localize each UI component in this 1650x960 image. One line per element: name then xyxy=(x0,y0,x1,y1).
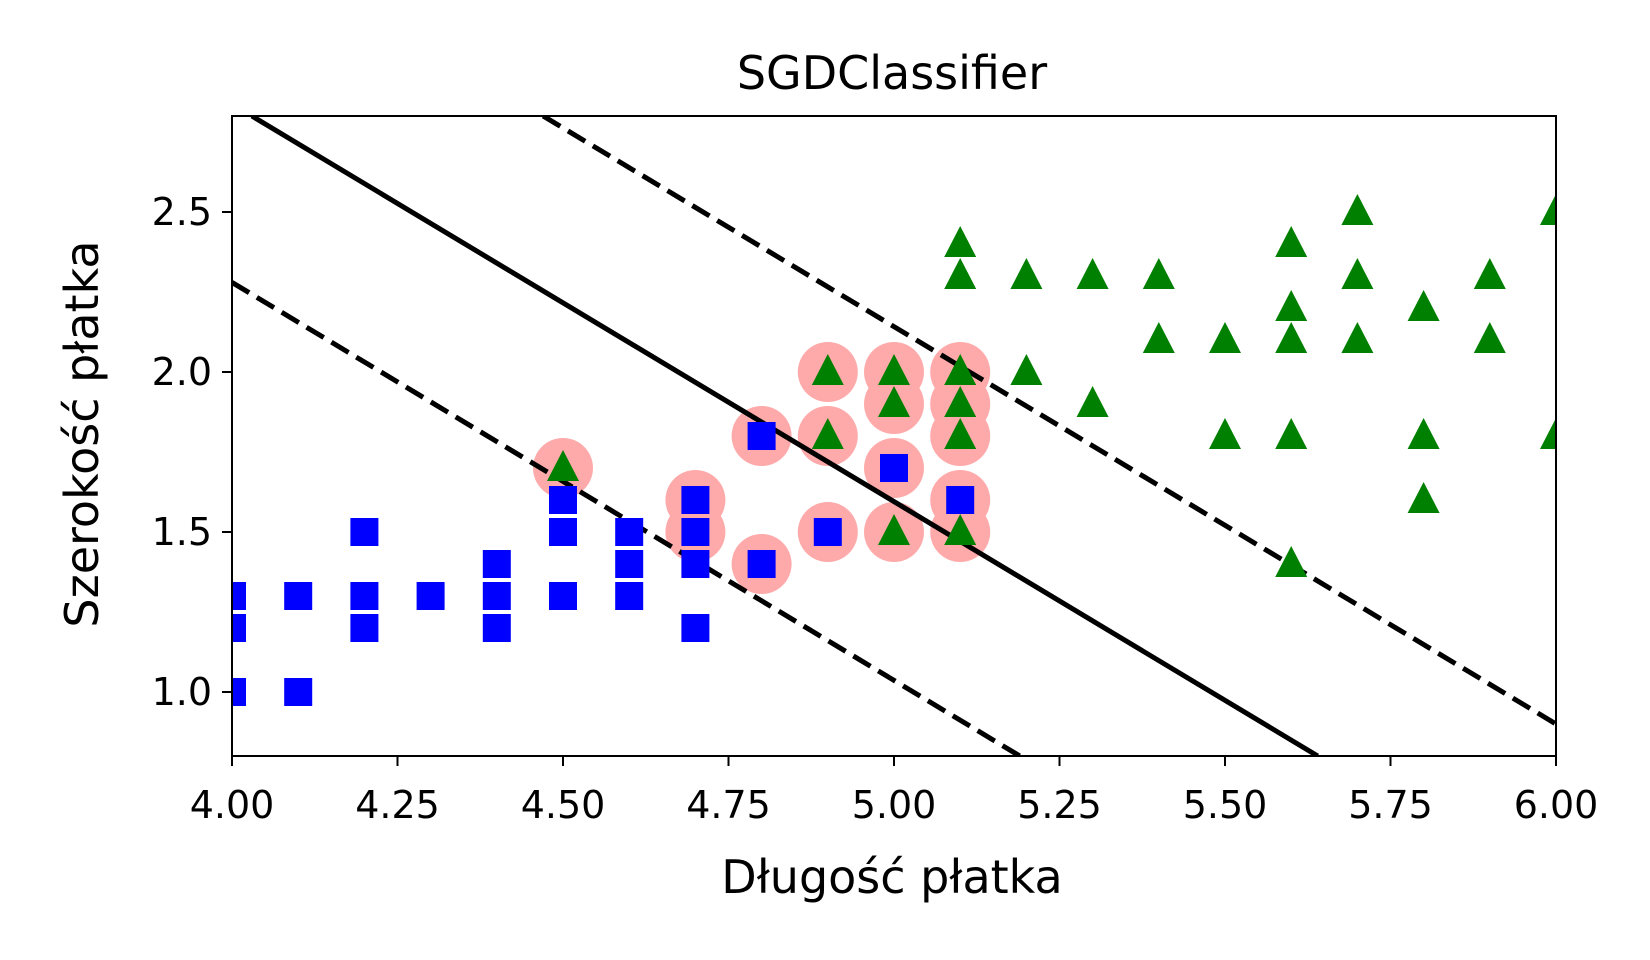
triangle-point xyxy=(1341,194,1374,225)
square-point xyxy=(482,582,511,610)
triangle-point xyxy=(878,514,910,545)
triangle-point xyxy=(1209,418,1241,449)
triangle-point xyxy=(1407,290,1440,321)
square-point xyxy=(681,550,710,578)
chart-title: SGDClassifier xyxy=(737,46,1047,100)
x-tick-label: 5.50 xyxy=(1183,783,1268,827)
square-point xyxy=(681,518,710,546)
triangle-point xyxy=(1407,418,1440,449)
square-point xyxy=(416,582,445,610)
triangle-point xyxy=(1407,482,1440,513)
triangle-point xyxy=(1076,386,1109,417)
triangle-point xyxy=(811,418,844,449)
decision-boundary-line xyxy=(250,116,1319,756)
x-tick-label: 4.25 xyxy=(355,783,440,827)
margin-line xyxy=(232,280,1022,756)
triangle-point xyxy=(1275,322,1308,353)
square-point xyxy=(615,550,644,578)
square-point xyxy=(681,614,710,642)
square-point xyxy=(232,614,246,642)
triangle-point xyxy=(878,354,910,385)
plot-area xyxy=(232,116,1556,756)
square-point xyxy=(880,454,908,482)
square-point xyxy=(284,582,313,610)
triangle-point xyxy=(944,226,977,257)
x-tick-label: 6.00 xyxy=(1514,783,1599,827)
square-point xyxy=(350,518,379,546)
triangle-point xyxy=(878,386,910,417)
square-point xyxy=(946,486,975,514)
triangle-point xyxy=(1010,354,1043,385)
triangle-point xyxy=(547,450,579,481)
triangle-point xyxy=(1275,290,1308,321)
triangle-point xyxy=(1209,322,1241,353)
square-point xyxy=(350,582,379,610)
square-point xyxy=(284,678,313,706)
y-tick-label: 1.0 xyxy=(152,670,212,714)
x-tick-label: 4.00 xyxy=(190,783,275,827)
square-point xyxy=(232,678,246,706)
triangle-point xyxy=(1540,194,1556,225)
triangle-point xyxy=(944,354,977,385)
square-point xyxy=(747,550,776,578)
triangle-point xyxy=(811,354,844,385)
square-point xyxy=(482,614,511,642)
square-point xyxy=(549,486,577,514)
y-tick-label: 2.0 xyxy=(152,350,212,394)
y-tick-label: 2.5 xyxy=(152,190,212,234)
square-point xyxy=(549,582,577,610)
square-point xyxy=(232,582,246,610)
square-point xyxy=(813,518,842,546)
triangle-point xyxy=(1275,546,1308,577)
triangle-point xyxy=(944,418,977,449)
triangle-point xyxy=(1142,322,1175,353)
x-tick-label: 4.75 xyxy=(686,783,771,827)
y-tick-label: 1.5 xyxy=(152,510,212,554)
margin-line xyxy=(541,116,1556,727)
triangle-point xyxy=(1275,418,1308,449)
square-point xyxy=(615,518,644,546)
square-point xyxy=(482,550,511,578)
x-tick-label: 5.75 xyxy=(1348,783,1433,827)
x-tick-label: 4.50 xyxy=(521,783,606,827)
y-axis-title: Szerokość płatka xyxy=(55,240,109,627)
square-point xyxy=(350,614,379,642)
square-point xyxy=(681,486,710,514)
square-point xyxy=(747,422,776,450)
triangle-point xyxy=(1540,418,1556,449)
triangle-point xyxy=(1473,322,1506,353)
triangle-point xyxy=(1010,258,1043,289)
x-tick-label: 5.00 xyxy=(852,783,937,827)
x-tick-label: 5.25 xyxy=(1017,783,1102,827)
square-point xyxy=(615,582,644,610)
triangle-point xyxy=(1341,322,1374,353)
square-point xyxy=(549,518,577,546)
triangle-point xyxy=(944,386,977,417)
triangle-point xyxy=(1275,226,1308,257)
triangle-point xyxy=(1473,258,1506,289)
triangle-point xyxy=(1341,258,1374,289)
triangle-point xyxy=(944,258,977,289)
x-axis-title: Długość płatka xyxy=(721,850,1062,904)
triangle-point xyxy=(1076,258,1109,289)
triangle-point xyxy=(944,514,977,545)
triangle-point xyxy=(1142,258,1175,289)
